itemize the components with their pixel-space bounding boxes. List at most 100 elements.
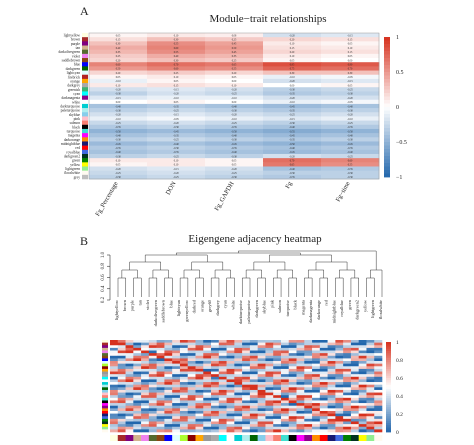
adjacency-cell: [319, 410, 328, 414]
heatmap-cell: [263, 58, 322, 63]
adjacency-cell: [218, 376, 227, 380]
adjacency-cell: [242, 340, 251, 343]
cell-value-label: 0.00: [232, 101, 237, 104]
adjacency-cell: [327, 421, 336, 425]
row-color-swatch: [102, 353, 108, 357]
adjacency-cell: [203, 363, 212, 367]
adjacency-cell: [156, 353, 165, 357]
adjacency-cell: [242, 366, 251, 370]
heatmap-cell: [89, 87, 148, 92]
adjacency-cell: [218, 366, 227, 370]
colorbar-segment: [386, 382, 391, 386]
adjacency-cell: [280, 347, 290, 351]
adjacency-cell: [148, 340, 157, 343]
heatmap-cell: [147, 91, 206, 96]
adjacency-cell: [110, 426, 119, 430]
adjacency-cell: [218, 424, 227, 428]
adjacency-cell: [296, 426, 305, 430]
adjacency-cell: [234, 416, 243, 420]
adjacency-cell: [117, 429, 126, 433]
adjacency-cell: [164, 392, 173, 396]
adjacency-cell: [179, 355, 189, 359]
adjacency-cell: [358, 392, 367, 396]
adjacency-cell: [234, 361, 243, 364]
adjacency-cell: [374, 400, 383, 404]
adjacency-cell: [148, 379, 157, 383]
adjacency-cell: [280, 376, 290, 380]
adjacency-cell: [164, 403, 173, 407]
heatmap-cell: [147, 174, 206, 180]
adjacency-cell: [296, 379, 305, 383]
heatmap-cell: [205, 116, 264, 121]
adjacency-cell: [141, 408, 150, 412]
adjacency-cell: [172, 410, 181, 414]
heatmap-cell: [89, 66, 148, 71]
module-swatch: [82, 83, 88, 88]
adjacency-cell: [156, 392, 165, 396]
adjacency-cell: [366, 345, 375, 349]
adjacency-cell: [187, 366, 196, 370]
dendrogram-leaf-label: green: [347, 299, 352, 310]
adjacency-cell: [312, 368, 321, 372]
cell-value-label: -0.50: [289, 143, 295, 146]
adjacency-cell: [156, 405, 165, 409]
cell-value-label: -0.25: [231, 122, 237, 125]
adjacency-cell: [141, 358, 150, 362]
adjacency-cell: [366, 418, 375, 422]
adjacency-cell: [327, 413, 336, 417]
adjacency-cell: [203, 342, 212, 346]
dendrogram-leaf-label: saddlebrown: [161, 299, 166, 322]
adjacency-cell: [234, 340, 243, 343]
adjacency-cell: [117, 350, 126, 354]
adjacency-cell: [257, 397, 266, 401]
heatmap-cell: [263, 137, 322, 142]
heatmap-cell: [263, 128, 322, 134]
heatmap-cell: [89, 99, 148, 105]
module-row-label: darkolivegreen: [58, 50, 80, 54]
adjacency-cell: [125, 395, 134, 399]
dendrogram-leaf-label: brown: [122, 299, 127, 311]
module-swatch: [82, 53, 88, 59]
adjacency-cell: [257, 366, 266, 370]
column-color-swatch: [110, 435, 119, 441]
adjacency-cell: [335, 361, 344, 364]
adjacency-cell: [218, 408, 227, 412]
adjacency-cell: [374, 416, 383, 420]
adjacency-cell: [242, 374, 251, 378]
colorbar-segment: [384, 51, 390, 55]
adjacency-cell: [226, 413, 235, 417]
adjacency-cell: [358, 368, 367, 372]
module-swatch: [82, 133, 88, 138]
adjacency-cell: [249, 363, 258, 367]
colorbar-segment: [386, 402, 391, 406]
adjacency-cell: [211, 413, 220, 417]
colorbar-segment: [384, 68, 390, 73]
adjacency-cell: [195, 366, 204, 370]
adjacency-cell: [110, 382, 119, 385]
colorbar-segment: [384, 135, 390, 139]
adjacency-cell: [133, 395, 142, 399]
adjacency-cell: [288, 424, 297, 428]
adjacency-cell: [257, 429, 266, 433]
colorbar-segment: [384, 166, 390, 171]
cell-value-label: -0.40: [231, 134, 237, 137]
adjacency-cell: [350, 374, 359, 378]
adjacency-cell: [312, 361, 321, 364]
adjacency-cell: [195, 395, 204, 399]
adjacency-cell: [350, 424, 359, 428]
heatmap-cell: [263, 53, 322, 59]
adjacency-cell: [110, 389, 119, 393]
adjacency-cell: [265, 421, 274, 425]
adjacency-cell: [234, 350, 243, 354]
row-color-swatch: [102, 418, 108, 422]
adjacency-cell: [110, 366, 119, 370]
module-swatch: [82, 58, 88, 63]
adjacency-cell: [234, 347, 243, 351]
heatmap-cell: [89, 174, 148, 180]
adjacency-cell: [187, 424, 196, 428]
colorbar-segment: [386, 427, 391, 431]
colorbar-segment: [386, 360, 391, 363]
dendrogram-leaf-label: pink: [269, 299, 274, 308]
adjacency-cell: [280, 387, 290, 391]
heatmap-cell: [321, 87, 380, 92]
